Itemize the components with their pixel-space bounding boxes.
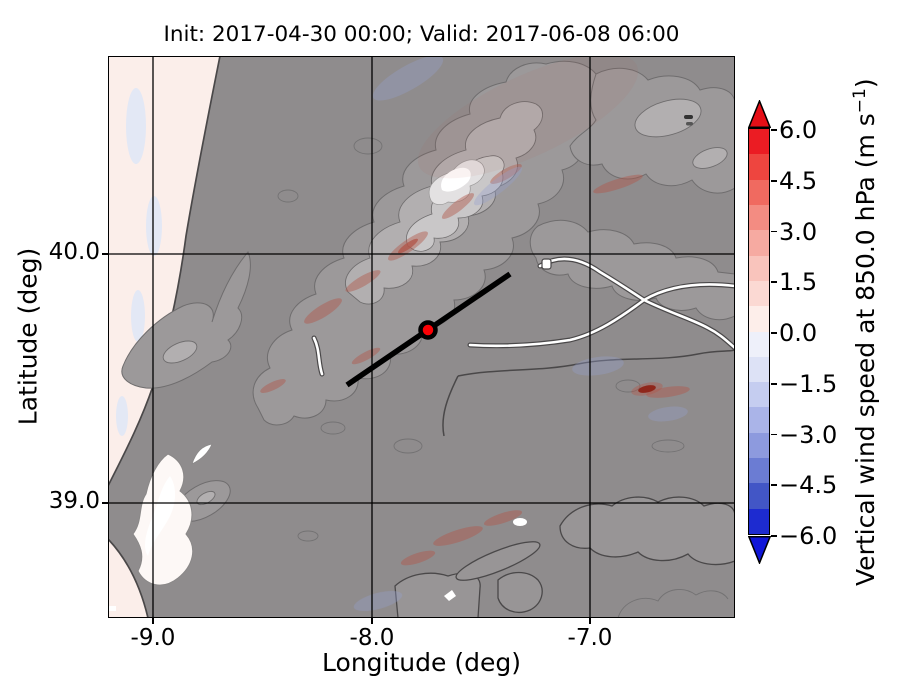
graticule bbox=[108, 56, 735, 618]
colorbar-tick-label: −1.5 bbox=[779, 369, 838, 398]
xtick-label: -9.0 bbox=[130, 625, 176, 651]
colorbar-segment bbox=[749, 356, 769, 383]
colorbar-segment bbox=[749, 280, 769, 307]
downdraft-patches bbox=[353, 55, 688, 612]
mountain-peak bbox=[441, 167, 471, 192]
small-dark-mark bbox=[686, 122, 693, 126]
colorbar-segment bbox=[749, 230, 769, 256]
colorbar-segment bbox=[749, 407, 769, 433]
down-arrow-icon bbox=[748, 536, 771, 564]
colorbar-segment bbox=[749, 154, 769, 180]
colorbar-tick bbox=[771, 129, 777, 131]
xaxis-label: Longitude (deg) bbox=[322, 648, 521, 677]
colorbar-segment bbox=[749, 179, 769, 205]
colorbar-segment bbox=[749, 432, 769, 459]
colorbar-tick-label: 6.0 bbox=[779, 116, 818, 144]
colorbar-tick-label: −3.0 bbox=[779, 420, 838, 449]
colorbar-tick bbox=[771, 230, 777, 233]
reservoir-dot bbox=[541, 258, 552, 270]
up-arrow-icon bbox=[748, 100, 771, 128]
xtick-mark bbox=[589, 618, 591, 624]
colorbar-extend-up bbox=[748, 100, 771, 128]
colorbar-tick bbox=[771, 433, 777, 436]
colorbar-segment bbox=[749, 458, 769, 484]
colorbar-tick-label: 1.5 bbox=[779, 268, 818, 297]
reservoir-dot bbox=[444, 590, 456, 601]
northeast-plateau bbox=[569, 67, 736, 194]
colorbar-label-close: ) bbox=[851, 78, 881, 89]
colorbar-tick bbox=[771, 535, 777, 537]
map-plot-area bbox=[107, 53, 738, 619]
colorbar-tick bbox=[771, 484, 777, 487]
xtick-mark bbox=[152, 618, 154, 624]
colorbar-tick bbox=[771, 332, 777, 334]
ytick-label: 39.0 bbox=[48, 488, 100, 514]
colorbar-tick-label: 3.0 bbox=[779, 217, 818, 246]
colorbar-segment bbox=[749, 382, 769, 408]
river-basin bbox=[311, 219, 738, 437]
ytick-label: 40.0 bbox=[48, 239, 100, 265]
ytick-mark bbox=[102, 253, 108, 255]
ocean-wisp-patches bbox=[116, 88, 162, 436]
colorbar-tick-label: −6.0 bbox=[779, 522, 838, 550]
colorbar-segment bbox=[749, 331, 769, 357]
colorbar-tick-label: −4.5 bbox=[779, 471, 838, 500]
colorbar-tick bbox=[771, 179, 777, 182]
ytick-mark bbox=[102, 502, 108, 504]
colorbar-segment bbox=[749, 129, 769, 155]
coastline-south bbox=[107, 538, 149, 619]
colorbar-tick-label: 0.0 bbox=[779, 319, 818, 347]
small-dark-mark bbox=[684, 115, 693, 119]
colorbar-segment bbox=[749, 255, 769, 281]
colorbar-label: Vertical wind speed at 850.0 hPa (m s−1) bbox=[850, 12, 880, 652]
yaxis-label: Latitude (deg) bbox=[13, 247, 43, 426]
minor-contours bbox=[277, 137, 685, 542]
colorbar-tick-label: 4.5 bbox=[779, 166, 818, 195]
colorbar-segment bbox=[749, 483, 769, 509]
colorbar-extend-down bbox=[748, 536, 771, 564]
xtick-label: -8.0 bbox=[349, 625, 395, 651]
strong-updraft-spot bbox=[638, 385, 656, 393]
colorbar-segment bbox=[749, 204, 769, 231]
colorbar-tick bbox=[771, 281, 777, 284]
xtick-mark bbox=[371, 618, 373, 624]
southern-plateaus bbox=[394, 496, 736, 619]
colorbar-segment bbox=[749, 306, 769, 332]
colorbar-label-text: Vertical wind speed at 850.0 hPa (m s bbox=[851, 113, 881, 586]
location-marker bbox=[418, 320, 438, 340]
colorbar bbox=[748, 128, 770, 535]
colorbar-tick bbox=[771, 382, 777, 385]
plot-title: Init: 2017-04-30 00:00; Valid: 2017-06-0… bbox=[163, 22, 680, 47]
xtick-label: -7.0 bbox=[567, 625, 613, 651]
map-canvas bbox=[107, 53, 738, 619]
colorbar-label-superscript: −1 bbox=[849, 88, 870, 114]
coastline bbox=[107, 55, 221, 487]
colorbar-segment bbox=[749, 508, 769, 534]
